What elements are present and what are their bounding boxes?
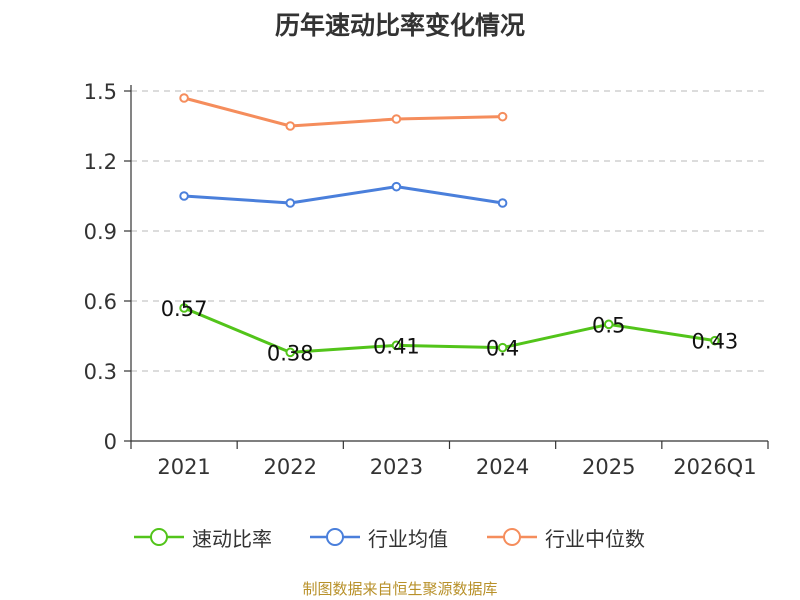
data-point [603,319,614,330]
chart-legend: 速动比率 行业均值 行业中位数 [0,521,800,553]
data-point [497,111,508,122]
data-point [497,342,508,353]
series-line [183,306,716,354]
x-tick-label: 2025 [582,455,635,479]
data-point [710,335,720,346]
legend-label: 行业均值 [368,526,448,551]
data-label: 0.38 [267,341,314,365]
data-point [285,347,296,358]
x-tick-label: 2024 [476,455,529,479]
data-point [391,181,402,192]
data-point [179,93,189,103]
x-tick-label: 2023 [370,455,423,479]
legend-label: 行业中位数 [545,526,645,551]
data-source-note: 制图数据来自恒生聚源数据库 [302,580,498,598]
data-point [179,303,189,313]
legend-item-quick-ratio[interactable]: 速动比率 [134,521,272,553]
data-point [391,114,402,124]
legend-item-industry-mean[interactable]: 行业均值 [310,521,448,553]
data-label: 0.43 [692,330,739,354]
y-tick-label: 0.6 [84,290,117,314]
data-point [179,191,189,201]
data-point [285,121,296,131]
data-point [497,198,508,208]
series-line [183,96,503,128]
data-label: 0.5 [592,313,625,337]
y-tick-label: 0 [104,430,117,454]
data-label: 0.41 [373,334,420,358]
y-tick-label: 1.5 [84,80,117,104]
data-label: 0.4 [486,337,519,361]
legend-marker-icon [310,528,360,546]
series-line [183,185,503,205]
y-tick-label: 1.2 [84,150,117,174]
x-tick-label: 2022 [264,455,317,479]
legend-marker-icon [487,528,537,546]
y-tick-label: 0.9 [84,220,117,244]
legend-marker-icon [134,528,184,546]
legend-label: 速动比率 [192,526,272,551]
data-label: 0.57 [161,297,208,321]
x-tick-label: 2021 [157,455,210,479]
legend-item-industry-median[interactable]: 行业中位数 [487,521,645,553]
data-point [285,198,296,208]
y-tick-label: 0.3 [84,360,117,384]
chart-title: 历年速动比率变化情况 [274,11,525,40]
x-tick-label: 2026Q1 [673,455,756,479]
data-point [391,340,402,351]
